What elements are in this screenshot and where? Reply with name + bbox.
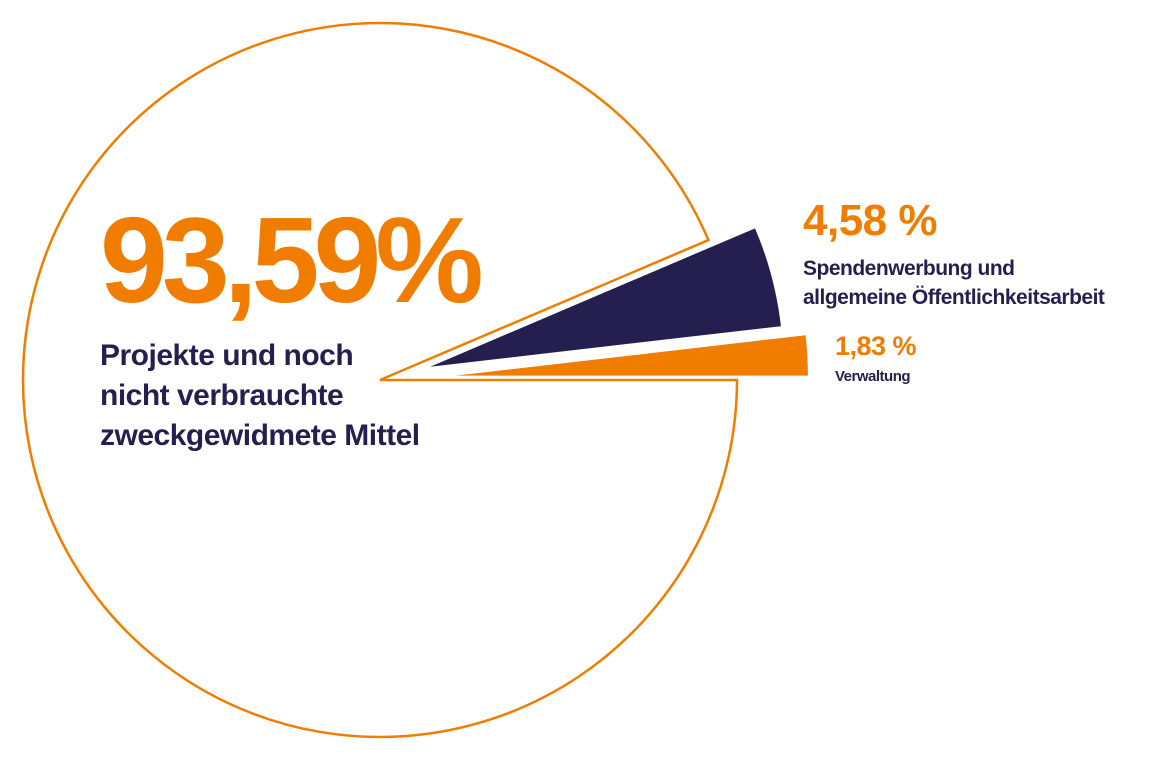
value-label: 1,83 % xyxy=(835,331,917,361)
pie-slice xyxy=(21,21,739,739)
category-label: Projekte und noch nicht verbrauchte zwec… xyxy=(100,339,420,452)
category-label: Spendenwerbung und allgemeine Öffentlich… xyxy=(803,257,1105,309)
category-label: Verwaltung xyxy=(835,368,911,385)
value-label: 4,58 % xyxy=(803,196,937,245)
pie-slice xyxy=(455,335,808,376)
pie-slice xyxy=(430,228,781,367)
value-label: 93,59% xyxy=(100,192,484,328)
